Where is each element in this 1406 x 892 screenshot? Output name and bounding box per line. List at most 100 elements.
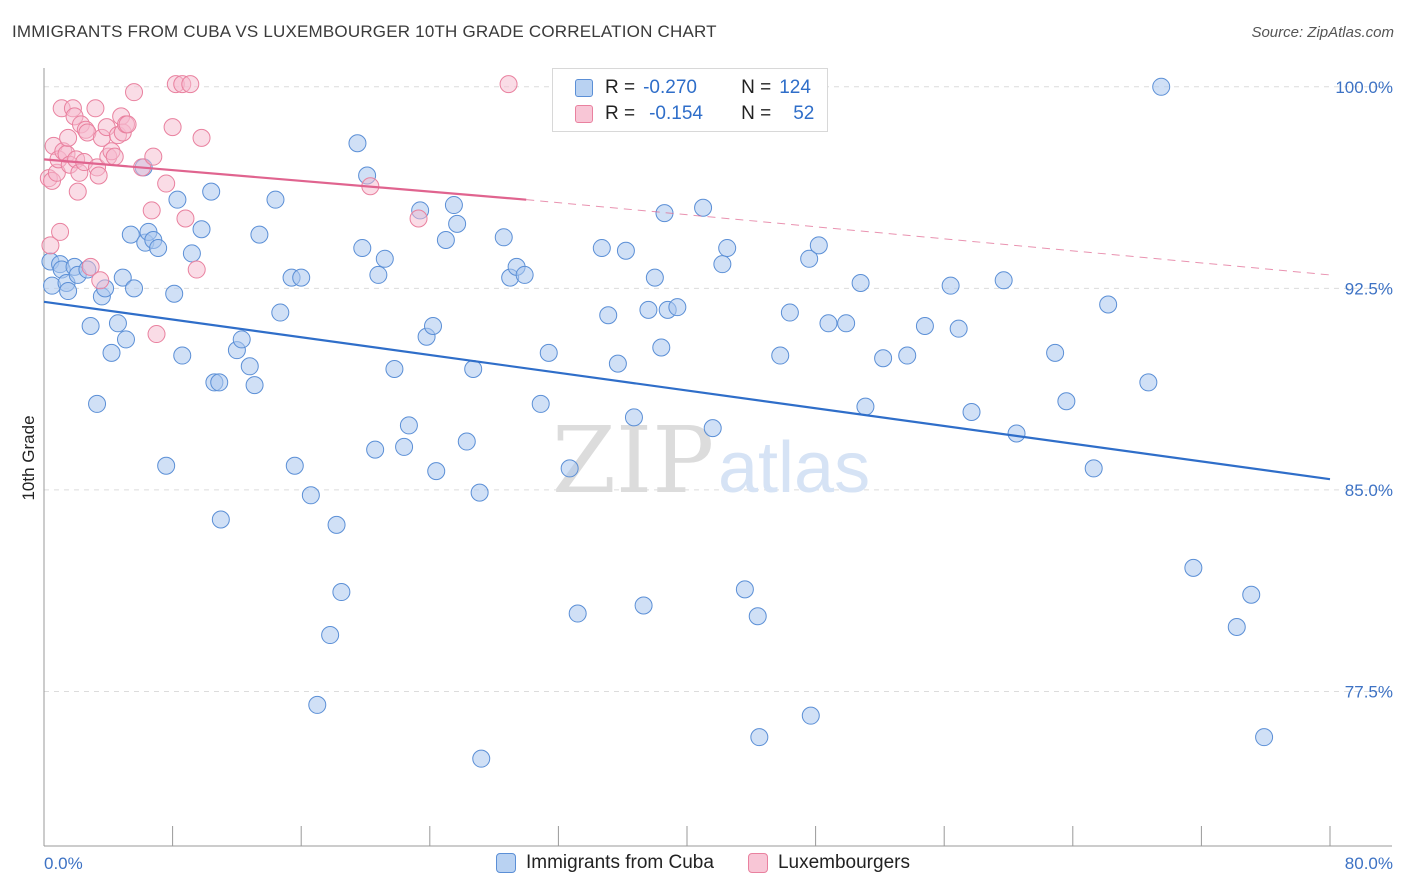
- data-point-cuba: [308, 695, 327, 714]
- data-point-luxembourgers: [176, 209, 195, 228]
- data-point-cuba: [1227, 617, 1246, 636]
- data-point-cuba: [149, 239, 168, 258]
- data-point-luxembourgers: [59, 128, 78, 147]
- data-point-cuba: [470, 483, 489, 502]
- data-point-cuba: [531, 394, 550, 413]
- data-point-cuba: [59, 282, 78, 301]
- y-tick-label: 100.0%: [1335, 78, 1393, 97]
- data-point-cuba: [245, 376, 264, 395]
- y-tick-label: 85.0%: [1345, 481, 1393, 500]
- data-point-luxembourgers: [181, 75, 200, 94]
- trend-lines: [43, 158, 1331, 481]
- legend-item-luxembourgers[interactable]: Luxembourgers: [747, 852, 910, 874]
- data-point-cuba: [800, 249, 819, 268]
- data-point-cuba: [157, 456, 176, 475]
- data-point-cuba: [202, 182, 221, 201]
- data-point-cuba: [694, 198, 713, 217]
- data-point-luxembourgers: [192, 128, 211, 147]
- data-point-cuba: [427, 462, 446, 481]
- legend-item-cuba[interactable]: Immigrants from Cuba: [496, 852, 714, 874]
- data-point-cuba: [102, 343, 121, 362]
- data-point-cuba: [962, 402, 981, 421]
- data-point-luxembourgers: [68, 182, 87, 201]
- data-point-cuba: [464, 359, 483, 378]
- data-point-luxembourgers: [86, 99, 105, 118]
- data-point-cuba: [321, 626, 340, 645]
- data-point-cuba: [211, 510, 230, 529]
- legend-label-luxembourgers: Luxembourgers: [777, 852, 910, 873]
- data-point-cuba: [809, 236, 828, 255]
- data-point-cuba: [539, 343, 558, 362]
- trend-line-luxembourgers: [43, 158, 527, 201]
- axes: [43, 68, 1392, 847]
- series-luxembourgers-points: [39, 75, 518, 344]
- data-point-cuba: [608, 354, 627, 373]
- data-point-cuba: [121, 225, 140, 244]
- data-point-luxembourgers: [89, 166, 108, 185]
- data-point-cuba: [436, 230, 455, 249]
- data-point-cuba: [113, 268, 132, 287]
- data-point-cuba: [668, 298, 687, 317]
- y-tick-label: 77.5%: [1345, 682, 1393, 701]
- gridlines: [44, 86, 1392, 692]
- data-point-cuba: [192, 220, 211, 239]
- data-point-cuba: [703, 419, 722, 438]
- data-point-cuba: [748, 607, 767, 626]
- data-point-cuba: [941, 276, 960, 295]
- data-point-cuba: [1242, 585, 1261, 604]
- data-point-cuba: [448, 214, 467, 233]
- data-point-cuba: [108, 314, 127, 333]
- chart-title: IMMIGRANTS FROM CUBA VS LUXEMBOURGER 10T…: [12, 22, 717, 41]
- data-point-luxembourgers: [499, 75, 518, 94]
- data-point-cuba: [1007, 424, 1026, 443]
- data-point-luxembourgers: [142, 201, 161, 220]
- data-point-cuba: [568, 604, 587, 623]
- data-point-cuba: [994, 271, 1013, 290]
- data-point-luxembourgers: [118, 115, 137, 134]
- data-point-cuba: [168, 190, 187, 209]
- data-point-cuba: [266, 190, 285, 209]
- data-point-cuba: [874, 349, 893, 368]
- source-label: Source: ZipAtlas.com: [1251, 24, 1394, 41]
- data-point-cuba: [856, 397, 875, 416]
- data-point-cuba: [88, 394, 107, 413]
- data-point-cuba: [240, 357, 259, 376]
- data-point-cuba: [424, 316, 443, 335]
- data-point-cuba: [560, 459, 579, 478]
- data-point-cuba: [369, 265, 388, 284]
- data-point-cuba: [515, 265, 534, 284]
- data-point-cuba: [375, 249, 394, 268]
- data-point-cuba: [1152, 77, 1171, 96]
- data-point-cuba: [165, 284, 184, 303]
- data-point-cuba: [301, 486, 320, 505]
- data-point-cuba: [1184, 558, 1203, 577]
- x-tick-label: 0.0%: [44, 854, 83, 873]
- series-legend: Immigrants from Cuba Luxembourgers: [0, 852, 1406, 874]
- data-point-cuba: [1084, 459, 1103, 478]
- legend-row-luxembourgers: R = -0.154 N = 52: [575, 103, 814, 125]
- data-point-luxembourgers: [91, 271, 110, 290]
- data-point-cuba: [1046, 343, 1065, 362]
- legend-r-label: R =: [605, 77, 636, 98]
- data-point-cuba: [292, 268, 311, 287]
- data-point-cuba: [898, 346, 917, 365]
- data-point-cuba: [353, 239, 372, 258]
- data-point-cuba: [915, 316, 934, 335]
- data-point-cuba: [332, 583, 351, 602]
- data-point-cuba: [116, 330, 135, 349]
- trend-line-luxembourgers-extrapolated: [526, 199, 1331, 276]
- data-point-cuba: [713, 255, 732, 274]
- data-point-luxembourgers: [163, 118, 182, 137]
- legend-swatch-blue: [575, 79, 593, 97]
- data-point-luxembourgers: [157, 174, 176, 193]
- data-point-cuba: [327, 515, 346, 534]
- data-point-luxembourgers: [187, 260, 206, 279]
- data-point-cuba: [801, 706, 820, 725]
- data-point-cuba: [645, 268, 664, 287]
- data-point-cuba: [624, 408, 643, 427]
- data-point-luxembourgers: [81, 257, 100, 276]
- legend-swatch-pink: [575, 105, 593, 123]
- data-point-luxembourgers: [105, 147, 124, 166]
- data-point-cuba: [634, 596, 653, 615]
